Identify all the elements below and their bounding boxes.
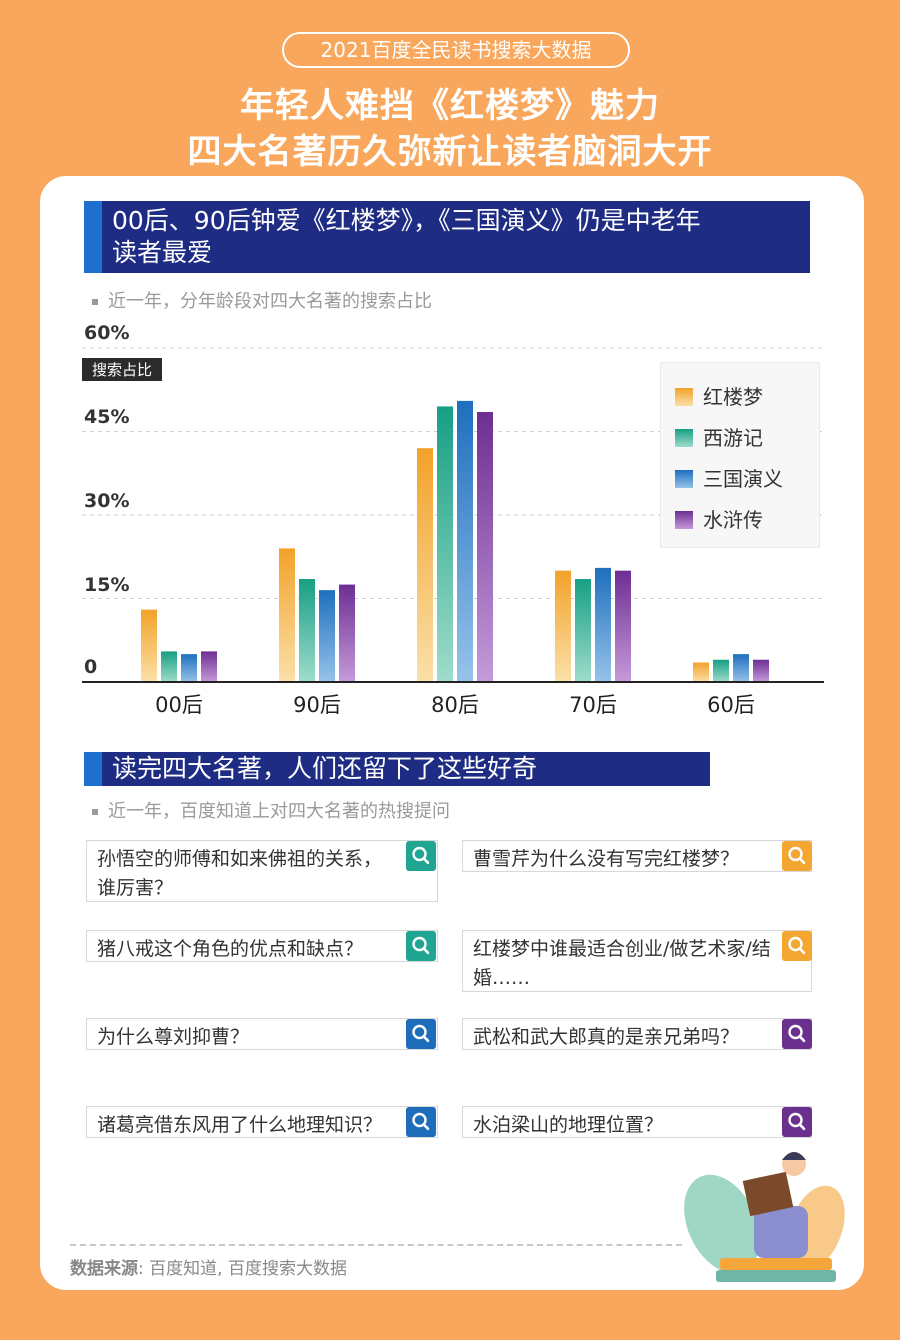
bar-水浒传-70后 — [615, 570, 631, 682]
question-text: 红楼梦中谁最适合创业/做艺术家/结婚…… — [473, 938, 771, 989]
y-tick-label: 45% — [84, 406, 130, 428]
search-icon[interactable] — [406, 931, 436, 961]
bar-三国演义-60后 — [733, 654, 749, 682]
search-icon[interactable] — [782, 931, 812, 961]
open-book — [742, 1171, 794, 1217]
section1-title-line2: 读者最爱 — [112, 238, 213, 267]
source-text: : 百度知道, 百度搜索大数据 — [138, 1259, 347, 1279]
legend-swatch — [675, 388, 693, 406]
legend-item: 三国演义 — [675, 463, 783, 492]
legend-item: 西游记 — [675, 422, 763, 451]
y-tick-label: 15% — [84, 574, 130, 596]
banner-accent — [84, 752, 102, 786]
bar-三国演义-70后 — [595, 567, 611, 682]
y-axis-label: 搜索占比 — [82, 358, 163, 381]
bar-红楼梦-70后 — [555, 570, 571, 682]
section2-note-text: 近一年，百度知道上对四大名著的热搜提问 — [108, 801, 450, 822]
section2-banner: 读完四大名著，人们还留下了这些好奇 — [84, 752, 710, 786]
bar-水浒传-80后 — [477, 412, 493, 682]
report-title-pill: 2021百度全民读书搜索大数据 — [282, 32, 630, 68]
question-text: 诸葛亮借东风用了什么地理知识？ — [97, 1114, 383, 1136]
bar-西游记-80后 — [437, 406, 453, 682]
bar-水浒传-00后 — [201, 651, 217, 682]
bar-西游记-70后 — [575, 579, 591, 682]
bar-西游记-90后 — [299, 579, 315, 682]
headline-line-1: 年轻人难挡《红楼梦》魅力 — [240, 86, 660, 126]
bar-水浒传-60后 — [753, 659, 769, 682]
section2-title: 读完四大名著，人们还留下了这些好奇 — [112, 754, 538, 783]
x-tick-label: 80后 — [431, 693, 479, 717]
question-text: 水泊梁山的地理位置？ — [473, 1114, 664, 1136]
section1-note-text: 近一年，分年龄段对四大名著的搜索占比 — [108, 291, 432, 312]
question-text: 武松和武大郎真的是亲兄弟吗？ — [473, 1026, 740, 1048]
x-tick-label: 60后 — [707, 693, 755, 717]
x-tick-label: 00后 — [155, 693, 203, 717]
question-card[interactable]: 水泊梁山的地理位置？ — [462, 1106, 812, 1138]
question-card[interactable]: 曹雪芹为什么没有写完红楼梦？ — [462, 840, 812, 872]
question-text: 猪八戒这个角色的优点和缺点？ — [97, 938, 364, 960]
search-icon[interactable] — [782, 1107, 812, 1137]
legend-item: 红楼梦 — [675, 381, 763, 410]
legend-label: 红楼梦 — [703, 385, 763, 409]
bar-红楼梦-00后 — [141, 609, 157, 682]
section1-title-line1: 00后、90后钟爱《红楼梦》，《三国演义》仍是中老年 — [112, 206, 701, 235]
bar-西游记-00后 — [161, 651, 177, 682]
y-tick-label: 0 — [84, 656, 98, 678]
question-card[interactable]: 红楼梦中谁最适合创业/做艺术家/结婚…… — [462, 930, 812, 992]
book-stack — [720, 1258, 832, 1270]
reader-illustration — [684, 1152, 845, 1282]
question-card[interactable]: 武松和武大郎真的是亲兄弟吗？ — [462, 1018, 812, 1050]
legend-swatch — [675, 511, 693, 529]
bar-西游记-60后 — [713, 659, 729, 682]
bar-红楼梦-60后 — [693, 662, 709, 682]
y-tick-label: 60% — [84, 322, 130, 344]
search-icon[interactable] — [406, 1019, 436, 1049]
search-icon[interactable] — [782, 841, 812, 871]
bar-三国演义-00后 — [181, 654, 197, 682]
bar-红楼梦-90后 — [279, 548, 295, 682]
data-source: 数据来源: 百度知道, 百度搜索大数据 — [70, 1254, 347, 1279]
section1-banner: 00后、90后钟爱《红楼梦》，《三国演义》仍是中老年 读者最爱 — [84, 201, 810, 273]
legend-swatch — [675, 429, 693, 447]
x-tick-label: 90后 — [293, 693, 341, 717]
question-card[interactable]: 为什么尊刘抑曹？ — [86, 1018, 438, 1050]
legend-swatch — [675, 470, 693, 488]
x-tick-label: 70后 — [569, 693, 617, 717]
banner-accent — [84, 201, 102, 273]
bar-水浒传-90后 — [339, 584, 355, 682]
bullet-square — [92, 809, 98, 815]
bullet-square — [92, 299, 98, 305]
bar-chart: 00后 90后 80后 70后 60后 — [82, 347, 824, 717]
person-body — [754, 1206, 808, 1258]
headline-line-2: 四大名著历久弥新让读者脑洞大开 — [187, 132, 713, 172]
question-card[interactable]: 孙悟空的师傅和如来佛祖的关系，谁厉害？ — [86, 840, 438, 902]
search-icon[interactable] — [782, 1019, 812, 1049]
legend-label: 水浒传 — [703, 508, 763, 532]
source-label: 数据来源 — [70, 1259, 138, 1279]
bar-三国演义-80后 — [457, 400, 473, 682]
chart-legend: 红楼梦 西游记 三国演义 水浒传 — [660, 362, 820, 548]
legend-label: 西游记 — [703, 426, 763, 450]
question-text: 为什么尊刘抑曹？ — [97, 1026, 250, 1048]
question-card[interactable]: 诸葛亮借东风用了什么地理知识？ — [86, 1106, 438, 1138]
person-hair — [782, 1152, 806, 1160]
legend-item: 水浒传 — [675, 504, 763, 533]
footer-divider — [70, 1244, 682, 1246]
leaf-shape — [684, 1174, 760, 1274]
question-text: 曹雪芹为什么没有写完红楼梦？ — [473, 848, 740, 870]
search-icon[interactable] — [406, 1107, 436, 1137]
question-text: 孙悟空的师傅和如来佛祖的关系，谁厉害？ — [97, 848, 383, 899]
bar-红楼梦-80后 — [417, 448, 433, 682]
bar-三国演义-90后 — [319, 590, 335, 682]
search-icon[interactable] — [406, 841, 436, 871]
y-tick-label: 30% — [84, 490, 130, 512]
section2-note: 近一年，百度知道上对四大名著的热搜提问 — [92, 797, 450, 823]
content-card — [40, 176, 864, 1290]
legend-label: 三国演义 — [703, 467, 783, 491]
book-stack — [716, 1270, 836, 1282]
question-card[interactable]: 猪八戒这个角色的优点和缺点？ — [86, 930, 438, 962]
section1-note: 近一年，分年龄段对四大名著的搜索占比 — [92, 287, 432, 313]
